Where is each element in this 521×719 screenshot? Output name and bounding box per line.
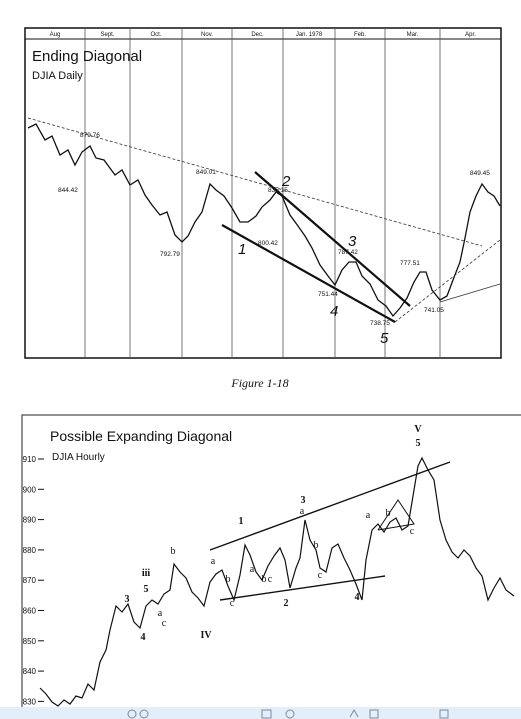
upper-diagonal [254, 171, 411, 307]
wave-label: c [268, 574, 273, 585]
wave-label: 4 [141, 632, 146, 643]
wave-label: a [366, 510, 371, 521]
month-label: Aug [50, 32, 61, 38]
trend-line [394, 239, 501, 323]
figure-2-subtitle: DJIA Hourly [52, 452, 105, 463]
wave-label: a [300, 506, 305, 517]
month-label: Jan. 1978 [296, 32, 323, 38]
wave-label: c [162, 618, 167, 629]
caption: Figure 1-18 [230, 376, 288, 390]
wave-label: 5 [144, 584, 149, 595]
wave-label: c [410, 526, 415, 537]
wave-label: c [318, 570, 323, 581]
price-path [39, 456, 515, 707]
upper-boundary [209, 461, 451, 551]
price-label: 849.45 [470, 170, 490, 177]
figure-1-frame [24, 27, 502, 359]
wave-label: 3 [301, 495, 306, 506]
y-tick-label: 850 [23, 637, 37, 646]
price-label: 787.42 [338, 249, 358, 256]
month-label: Apr. [465, 32, 476, 38]
wave-label: c [230, 598, 235, 609]
triangle [377, 499, 415, 531]
wave-label: iii [142, 568, 151, 579]
price-label: 751.44 [318, 291, 338, 298]
wave-label: a [158, 608, 163, 619]
toolbar [0, 707, 521, 719]
lower-boundary [219, 575, 386, 601]
price-label: 849.01 [196, 169, 216, 176]
y-tick-label: 910 [23, 455, 37, 464]
figure-1-title: Ending Diagonal [32, 48, 142, 65]
wave-label: 5 [416, 438, 421, 449]
price-label: 741.05 [424, 307, 444, 314]
price-label: 800.42 [258, 240, 278, 247]
figure-1-labels: Aug Sept. Oct. Nov. Dec. Jan. 1978 Feb. Mar. Apr… [50, 32, 491, 347]
month-label: Nov. [201, 32, 213, 38]
wave-label: b [226, 574, 231, 585]
wave-label: 1 [238, 241, 246, 258]
price-label: 844.42 [58, 187, 78, 194]
wave-label: b [262, 574, 267, 585]
wave-label: b [171, 546, 176, 557]
wave-label: 3 [348, 233, 357, 250]
month-label: Mar. [407, 32, 419, 38]
figure-1-subtitle: DJIA Daily [32, 70, 83, 82]
y-tick-label: 890 [23, 516, 37, 525]
price-label: 879.76 [80, 132, 100, 139]
wave-label: 4 [330, 303, 338, 320]
month-dividers [84, 28, 441, 358]
y-tick-label: 840 [23, 667, 37, 676]
wave-label: V [414, 424, 422, 435]
wave-label: 3 [125, 594, 130, 605]
y-tick-label: 900 [23, 485, 37, 494]
price-label: 777.51 [400, 260, 420, 267]
figure-2-title: Possible Expanding Diagonal [50, 428, 232, 444]
wave-label: b [314, 540, 319, 551]
month-label: Oct. [150, 32, 161, 38]
price-label: 792.79 [160, 251, 180, 258]
month-label: Sept. [100, 32, 114, 38]
wave-label: 1 [239, 516, 244, 527]
wave-label: a [250, 564, 255, 575]
trend-line [439, 283, 501, 303]
wave-label: IV [200, 630, 212, 641]
wave-label: a [211, 556, 216, 567]
figure-2-frame [21, 414, 521, 716]
y-tick-label: 870 [23, 576, 37, 585]
wave-label: 2 [281, 173, 291, 190]
price-label: 835.15 [268, 187, 288, 194]
lower-diagonal [221, 224, 396, 323]
y-tick-label: 880 [23, 546, 37, 555]
month-label: Feb. [354, 32, 366, 38]
wave-label: b [386, 508, 391, 519]
trend-line [27, 117, 483, 247]
y-tick-label: 830 [23, 697, 37, 706]
price-path [27, 123, 501, 318]
figure-2-labels: 91090089088087086085084083034iii5abcIVab… [23, 424, 423, 706]
price-label: 738.75 [370, 320, 390, 327]
wave-label: 2 [284, 598, 289, 609]
wave-label: 5 [380, 330, 389, 347]
y-tick-label: 860 [23, 607, 37, 616]
month-label: Dec. [251, 32, 264, 38]
wave-label: 4 [355, 592, 360, 603]
toolbar-icons [127, 708, 449, 719]
